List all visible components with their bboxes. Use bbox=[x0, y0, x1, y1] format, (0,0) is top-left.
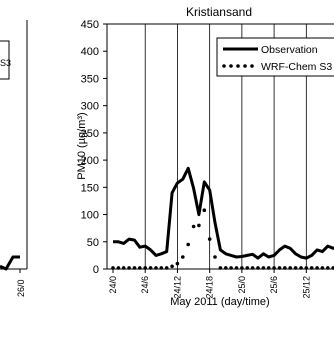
wrf-chem-s3-point bbox=[207, 237, 212, 241]
y-tick-label: 300 bbox=[81, 101, 99, 113]
x-tick-label: 24/6 bbox=[140, 276, 150, 294]
wrf-chem-s3-point bbox=[175, 261, 180, 266]
wrf-chem-s3-point bbox=[111, 266, 115, 270]
x-axis-title: May 2011 (day/time) bbox=[170, 296, 269, 308]
wrf-chem-s3-point bbox=[320, 266, 325, 270]
wrf-chem-s3-point bbox=[266, 266, 271, 270]
y-tick-label: 350 bbox=[81, 73, 99, 85]
wrf-chem-s3-point bbox=[272, 266, 276, 270]
left-panel-series-line bbox=[0, 255, 20, 271]
wrf-chem-s3-point bbox=[127, 266, 131, 270]
x-tick-label: 25/0 bbox=[237, 276, 247, 294]
y-tick-label: 0 bbox=[93, 264, 99, 276]
wrf-chem-s3-point bbox=[240, 266, 244, 270]
left-panel: S3 26/0 bbox=[0, 20, 28, 297]
legend-wrf-chem-s3-swatch bbox=[222, 64, 254, 68]
left-panel-x-tick-label: 26/0 bbox=[16, 279, 26, 297]
wrf-chem-s3-point bbox=[315, 266, 319, 270]
left-panel-legend-box bbox=[0, 40, 10, 80]
y-axis-title: PM10 (µg/m³) bbox=[76, 112, 88, 179]
wrf-chem-s3-point bbox=[256, 266, 260, 270]
wrf-chem-s3-point bbox=[148, 266, 153, 270]
y-tick-label: 250 bbox=[81, 128, 99, 140]
wrf-chem-s3-point bbox=[170, 264, 174, 269]
wrf-chem-s3-point bbox=[293, 266, 298, 270]
wrf-chem-s3-point bbox=[277, 266, 282, 270]
wrf-chem-s3-point bbox=[224, 266, 228, 270]
left-panel-legend-fragment: S3 bbox=[0, 58, 11, 68]
wrf-chem-s3-point bbox=[154, 266, 158, 270]
y-tick-label: 450 bbox=[81, 19, 99, 31]
wrf-chem-s3-point bbox=[250, 266, 255, 270]
wrf-chem-s3-point bbox=[245, 266, 250, 270]
wrf-chem-s3-point bbox=[326, 266, 330, 270]
series-observation-line bbox=[113, 166, 334, 260]
wrf-chem-s3-point bbox=[202, 208, 207, 212]
wrf-chem-s3-point bbox=[197, 223, 201, 228]
wrf-chem-s3-point bbox=[186, 242, 190, 247]
x-tick-label: 24/18 bbox=[205, 276, 215, 299]
y-axis-ticks: 0 50 100 150 200 250 300 350 400 450 bbox=[81, 19, 107, 276]
x-tick-label: 24/0 bbox=[108, 276, 118, 294]
wrf-chem-s3-point bbox=[283, 266, 287, 270]
wrf-chem-s3-point bbox=[331, 266, 334, 270]
wrf-chem-s3-point bbox=[288, 266, 293, 270]
x-tick-label: 25/6 bbox=[269, 276, 279, 294]
wrf-chem-s3-point bbox=[164, 266, 169, 270]
series-wrf-chem-s3-dots bbox=[111, 208, 334, 270]
x-tick-label: 24/12 bbox=[172, 276, 182, 299]
legend-observation-label: Observation bbox=[261, 44, 318, 56]
legend: Observation WRF-Chem S3 bbox=[216, 37, 334, 77]
y-tick-label: 200 bbox=[81, 155, 99, 167]
y-tick-label: 400 bbox=[81, 46, 99, 58]
wrf-chem-s3-point bbox=[116, 266, 121, 270]
wrf-chem-s3-point bbox=[309, 266, 314, 270]
wrf-chem-s3-point bbox=[304, 266, 309, 270]
wrf-chem-s3-point bbox=[121, 266, 126, 270]
wrf-chem-s3-point bbox=[138, 266, 142, 270]
wrf-chem-s3-point bbox=[229, 266, 233, 270]
wrf-chem-s3-point bbox=[299, 266, 303, 270]
wrf-chem-s3-point bbox=[218, 266, 223, 270]
y-tick-label: 50 bbox=[87, 237, 99, 249]
wrf-chem-s3-point bbox=[132, 266, 137, 270]
legend-wrf-chem-s3-label: WRF-Chem S3 bbox=[261, 61, 332, 73]
legend-box bbox=[216, 37, 334, 77]
wrf-chem-s3-point bbox=[191, 224, 196, 229]
right-panel: Kristiansand 0 50 100 150 200 250 300 350 400 450… bbox=[76, 5, 334, 308]
wrf-chem-s3-point bbox=[261, 266, 266, 270]
wrf-chem-s3-point bbox=[234, 266, 239, 270]
y-tick-label: 100 bbox=[81, 210, 99, 222]
wrf-chem-s3-point bbox=[213, 255, 217, 259]
wrf-chem-s3-point bbox=[143, 266, 147, 270]
x-tick-label: 25/12 bbox=[301, 276, 311, 299]
wrf-chem-s3-point bbox=[181, 255, 185, 259]
wrf-chem-s3-point bbox=[159, 266, 164, 270]
y-tick-label: 150 bbox=[81, 182, 99, 194]
chart-title: Kristiansand bbox=[186, 5, 252, 19]
